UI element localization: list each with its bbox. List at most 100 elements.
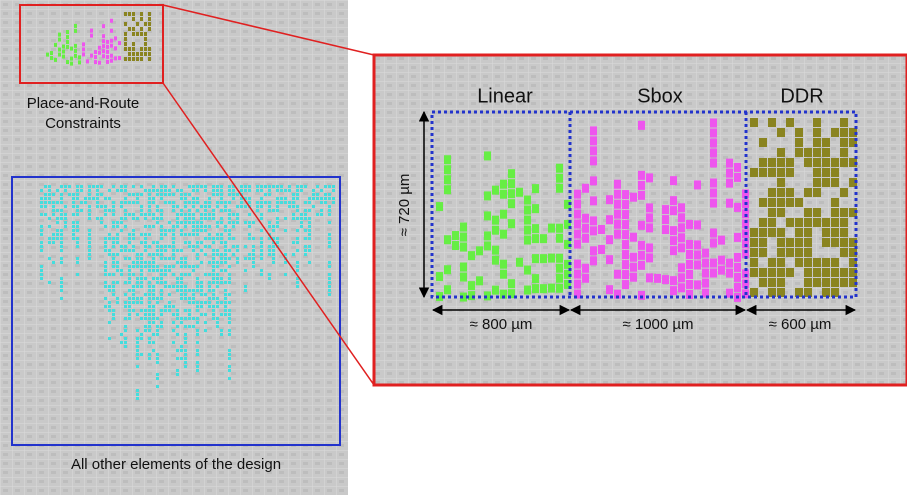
cell [500,260,507,269]
cell [160,269,163,272]
cell [128,305,131,308]
cell [176,225,179,228]
cell [160,281,163,284]
cell [734,163,741,172]
cell [813,168,821,177]
cell [48,217,51,220]
cell [188,309,191,312]
cell [128,289,131,292]
cell [140,261,143,264]
cell [228,317,231,320]
cell [268,193,271,196]
cell [156,253,159,256]
cell [200,293,203,296]
cell [70,47,73,51]
cell [160,273,163,276]
cell [132,17,135,21]
cell [156,205,159,208]
cell [184,333,187,336]
cell [272,261,275,264]
cell [172,233,175,236]
cell [164,185,167,188]
cell [192,189,195,192]
cell [172,249,175,252]
cell [260,241,263,244]
cell [120,333,123,336]
cell [132,217,135,220]
cell [144,52,147,56]
cell [622,210,629,219]
cell [204,273,207,276]
cell [694,240,701,249]
cell [40,241,43,244]
cell [804,228,812,237]
cell [60,297,63,300]
cell [196,349,199,352]
cell [804,268,812,277]
cell [148,261,151,264]
cell [276,209,279,212]
cell [308,209,311,212]
cell [308,201,311,204]
cell [148,269,151,272]
cell [208,261,211,264]
cell [768,228,776,237]
cell [795,218,803,227]
cell [328,197,331,200]
cell [128,313,131,316]
cell [102,24,105,28]
cell [328,293,331,296]
cell [556,264,563,273]
cell [192,249,195,252]
cell [200,261,203,264]
cell [256,201,259,204]
cell [172,205,175,208]
cell [140,353,143,356]
cell [188,213,191,216]
cell [212,297,215,300]
cell [718,236,725,245]
cell [148,205,151,208]
cell [840,138,848,147]
cell [60,197,63,200]
cell [224,241,227,244]
cell [304,249,307,252]
cell [574,200,581,209]
cell [64,185,67,188]
dimension-label: ≈ 800 µm [470,316,533,333]
cell [144,233,147,236]
cell [444,235,451,244]
cell [614,210,621,219]
cell [152,317,155,320]
cell [476,246,483,255]
cell [160,213,163,216]
cell [148,265,151,268]
cell [48,185,51,188]
cell [500,270,507,279]
cell [120,217,123,220]
cell [196,185,199,188]
cell [106,40,109,44]
cell [296,209,299,212]
cell [160,277,163,280]
cell [646,223,653,232]
cell [694,280,701,289]
cell [140,17,143,21]
cell [840,118,848,127]
cell [148,289,151,292]
cell [136,341,139,344]
cell [710,129,717,138]
cell [492,286,499,295]
cell [224,313,227,316]
cell [188,325,191,328]
cell [148,12,151,16]
cell [144,309,147,312]
cell [180,249,183,252]
cell [606,285,613,294]
cell [188,265,191,268]
cell [786,158,794,167]
cell [140,317,143,320]
cell [702,269,709,278]
cell [160,217,163,220]
cell [822,228,830,237]
